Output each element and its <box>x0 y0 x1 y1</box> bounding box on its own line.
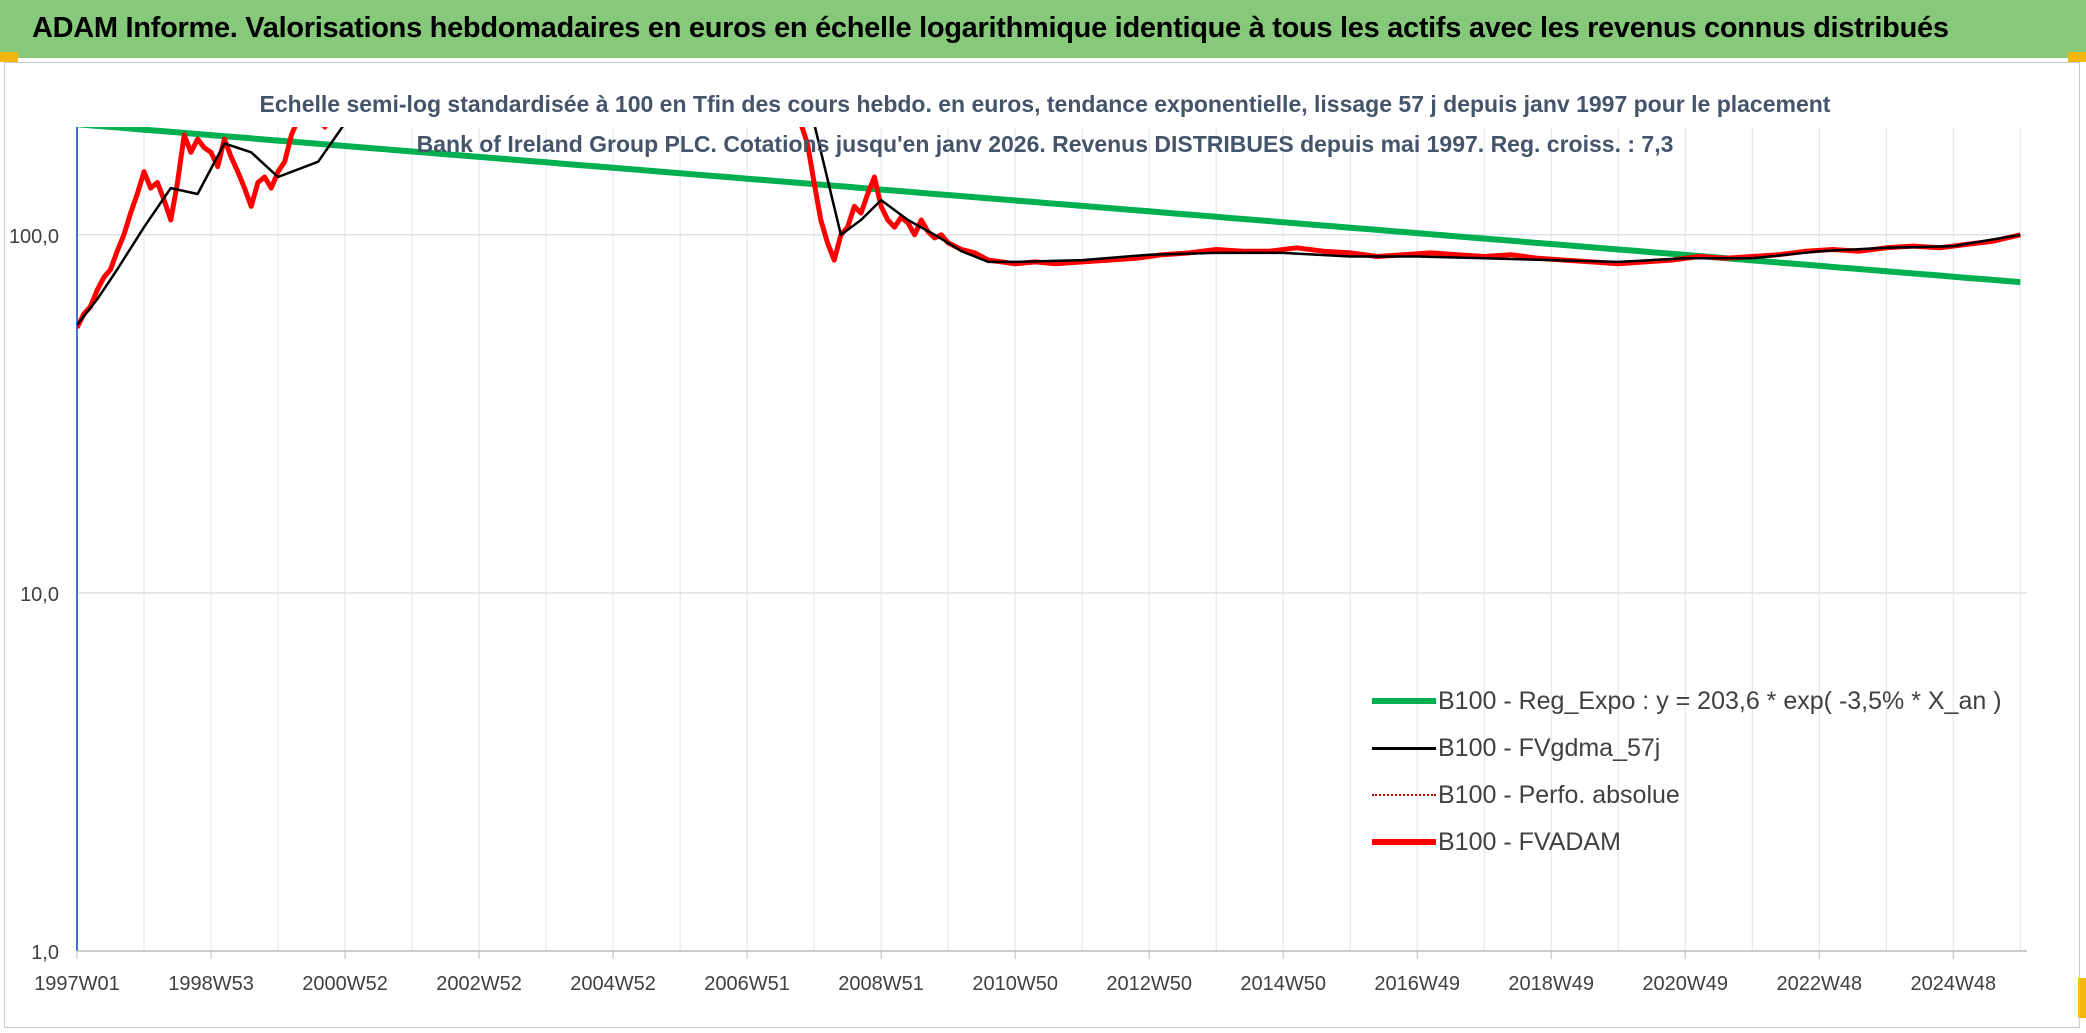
report-title: ADAM Informe. Valorisations hebdomadaire… <box>32 12 1949 44</box>
chart-legend: B100 - Reg_Expo : y = 203,6 * exp( -3,5%… <box>1372 678 2022 866</box>
legend-swatch-fvgdma <box>1372 747 1436 750</box>
legend-swatch-regression <box>1372 698 1436 704</box>
legend-label-fvgdma: B100 - FVgdma_57j <box>1438 734 1661 762</box>
corner-marker-bottom-right <box>2078 978 2086 1018</box>
x-tick-label: 2020W49 <box>1642 973 1728 995</box>
x-tick-label: 2002W52 <box>436 973 522 995</box>
x-tick-label: 2000W52 <box>302 973 388 995</box>
legend-swatch-perfo <box>1372 794 1436 796</box>
series-line-fvadam <box>77 127 2021 329</box>
x-tick-label: 2006W51 <box>704 973 790 995</box>
x-tick-label: 2018W49 <box>1508 973 1594 995</box>
report-banner <box>0 0 2086 58</box>
y-tick-label: 10,0 <box>20 584 59 606</box>
corner-marker-right <box>2068 52 2086 62</box>
y-tick-label: 100,0 <box>9 226 59 248</box>
x-tick-label: 1998W53 <box>168 973 254 995</box>
x-tick-label: 2010W50 <box>972 973 1058 995</box>
x-tick-label: 2012W50 <box>1106 973 1192 995</box>
legend-label-fvadam: B100 - FVADAM <box>1438 828 1621 856</box>
x-tick-label: 2022W48 <box>1776 973 1862 995</box>
x-tick-label: 2008W51 <box>838 973 924 995</box>
series-line-fvgdma <box>77 127 2021 326</box>
x-tick-label: 2004W52 <box>570 973 656 995</box>
chart-title: Echelle semi-log standardisée à 100 en T… <box>259 91 1831 157</box>
corner-marker-left <box>0 52 18 62</box>
legend-item-regression: B100 - Reg_Expo : y = 203,6 * exp( -3,5%… <box>1372 678 2022 725</box>
legend-item-fvgdma: B100 - FVgdma_57j <box>1372 725 2022 772</box>
chart-frame <box>4 62 2080 1028</box>
x-tick-label: 2024W48 <box>1910 973 1996 995</box>
legend-label-regression: B100 - Reg_Expo : y = 203,6 * exp( -3,5%… <box>1438 687 2002 715</box>
x-tick-label: 1997W01 <box>34 973 120 995</box>
y-tick-label: 1,0 <box>31 942 59 964</box>
legend-item-perfo: B100 - Perfo. absolue <box>1372 772 2022 819</box>
legend-item-fvadam: B100 - FVADAM <box>1372 819 2022 866</box>
x-tick-label: 2014W50 <box>1240 973 1326 995</box>
legend-swatch-fvadam <box>1372 839 1436 845</box>
x-tick-label: 2016W49 <box>1374 973 1460 995</box>
legend-label-perfo: B100 - Perfo. absolue <box>1438 781 1680 809</box>
